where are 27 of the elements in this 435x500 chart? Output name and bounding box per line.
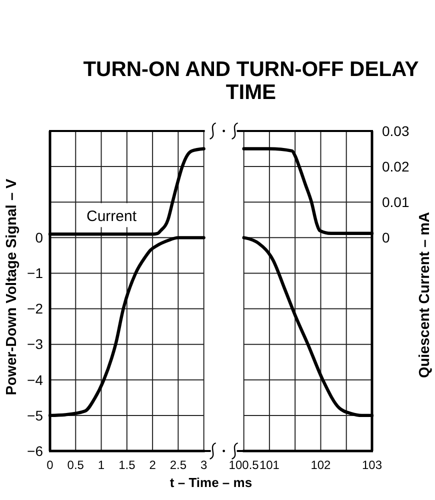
x-tick-label: 100.5 bbox=[228, 458, 260, 472]
y-tick-label: −4 bbox=[27, 372, 44, 388]
y2-axis-title: Quiescent Current – mA bbox=[417, 211, 433, 378]
x-tick-label: 101 bbox=[259, 458, 280, 472]
x-tick-label: 3 bbox=[200, 458, 208, 472]
y-tick-label: −5 bbox=[27, 407, 44, 424]
x-tick-label: 0 bbox=[46, 458, 54, 472]
x-tick-label: 1 bbox=[98, 458, 105, 472]
y-tick-label: 0 bbox=[35, 230, 44, 246]
x-tick-label: 1.5 bbox=[118, 458, 136, 472]
x-axis-title: t – Time – ms bbox=[170, 475, 252, 490]
x-tick-label: 103 bbox=[362, 458, 382, 472]
x-tick-label: 0.5 bbox=[67, 458, 84, 472]
y2-tick-label: 0.03 bbox=[382, 122, 410, 139]
x-tick-label: 2.5 bbox=[170, 458, 187, 472]
text: TURN-ON AND TURN-OFF DELAY TIME bbox=[83, 58, 419, 104]
y-tick-label: −1 bbox=[27, 265, 44, 282]
y-axis-title: Power-Down Voltage Signal – V bbox=[4, 178, 20, 396]
y2-tick-label: 0.02 bbox=[382, 158, 410, 174]
x-tick-label: 102 bbox=[310, 458, 332, 472]
y-tick-label: −6 bbox=[27, 442, 44, 459]
x-tick-label: 2 bbox=[149, 458, 156, 472]
y2-tick-label: 0.01 bbox=[382, 194, 410, 210]
y2-tick-label: 0 bbox=[382, 230, 390, 246]
y-tick-label: −2 bbox=[27, 300, 44, 317]
series-label: Current bbox=[86, 208, 138, 226]
y-tick-label: −3 bbox=[27, 336, 44, 352]
